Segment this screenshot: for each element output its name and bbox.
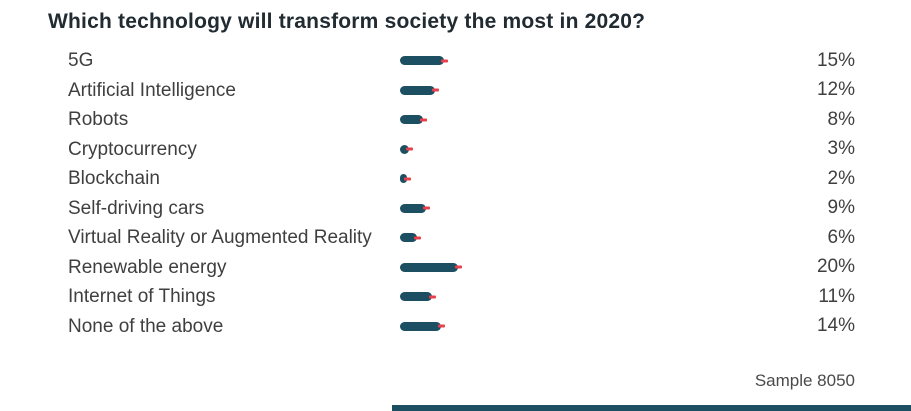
- chart-row: Internet of Things 11%: [68, 282, 855, 312]
- chart-row: Virtual Reality or Augmented Reality 6%: [68, 223, 855, 253]
- category-label: Cryptocurrency: [68, 138, 197, 160]
- bar-end-marker: [431, 88, 439, 92]
- bar-cell: [400, 223, 783, 253]
- category-label: 5G: [68, 50, 94, 71]
- value-label: 9%: [827, 197, 855, 219]
- category-label: Virtual Reality or Augmented Reality: [68, 227, 372, 248]
- bar-cell: [400, 105, 783, 135]
- value-label: 8%: [827, 108, 855, 130]
- value-label: 6%: [827, 226, 855, 248]
- value-label: 3%: [827, 138, 855, 160]
- chart-row: 5G 15%: [68, 46, 855, 76]
- bar: [400, 56, 448, 66]
- value-label: 14%: [816, 315, 855, 337]
- bar: [400, 321, 445, 331]
- bar-cell: [400, 46, 783, 76]
- value-label: 2%: [827, 167, 855, 189]
- chart-row: None of the above 14%: [68, 312, 855, 342]
- bar-cell: [400, 194, 783, 224]
- bar-end-marker: [414, 236, 422, 240]
- bar-end-marker: [423, 206, 431, 210]
- bar-end-marker: [405, 147, 413, 151]
- value-label: 15%: [816, 49, 855, 71]
- chart-row: Blockchain 2%: [68, 164, 855, 194]
- chart-row: Robots 8%: [68, 105, 855, 135]
- category-label: Blockchain: [68, 168, 160, 189]
- category-label: None of the above: [68, 315, 224, 337]
- category-label: Self-driving cars: [68, 197, 205, 219]
- bar: [400, 233, 422, 243]
- bar: [400, 115, 428, 125]
- chart-row: Artificial Intelligence 12%: [68, 76, 855, 106]
- category-label: Internet of Things: [68, 286, 216, 307]
- bar-end-marker: [404, 177, 411, 181]
- chart-title: Which technology will transform society …: [48, 10, 646, 33]
- bar-end-marker: [455, 265, 462, 269]
- category-label: Artificial Intelligence: [68, 79, 236, 101]
- chart-rows: 5G 15% Artificial Intelligence 12% Robots 8% C…: [68, 46, 855, 341]
- bar: [400, 144, 413, 154]
- bar-end-marker: [428, 295, 436, 299]
- bar: [400, 292, 436, 302]
- bar-cell: [400, 282, 783, 312]
- bar-cell: [400, 253, 783, 283]
- bar-cell: [400, 135, 783, 165]
- bar-end-marker: [440, 59, 448, 63]
- bottom-divider: [392, 405, 911, 411]
- value-label: 20%: [816, 256, 855, 278]
- bar: [400, 203, 431, 213]
- bar-cell: [400, 76, 783, 106]
- value-label: 11%: [818, 285, 855, 307]
- bar-cell: [400, 164, 783, 194]
- value-label: 12%: [816, 79, 855, 101]
- bar: [400, 262, 462, 272]
- chart-row: Renewable energy 20%: [68, 253, 855, 283]
- bar-end-marker: [420, 118, 428, 122]
- sample-size-note: Sample 8050: [754, 371, 855, 390]
- chart-row: Cryptocurrency 3%: [68, 135, 855, 165]
- bar: [400, 174, 411, 184]
- bar-end-marker: [437, 324, 445, 328]
- bar-cell: [400, 312, 783, 342]
- bar: [400, 85, 439, 95]
- chart-row: Self-driving cars 9%: [68, 194, 855, 224]
- category-label: Renewable energy: [68, 256, 227, 278]
- category-label: Robots: [68, 109, 129, 130]
